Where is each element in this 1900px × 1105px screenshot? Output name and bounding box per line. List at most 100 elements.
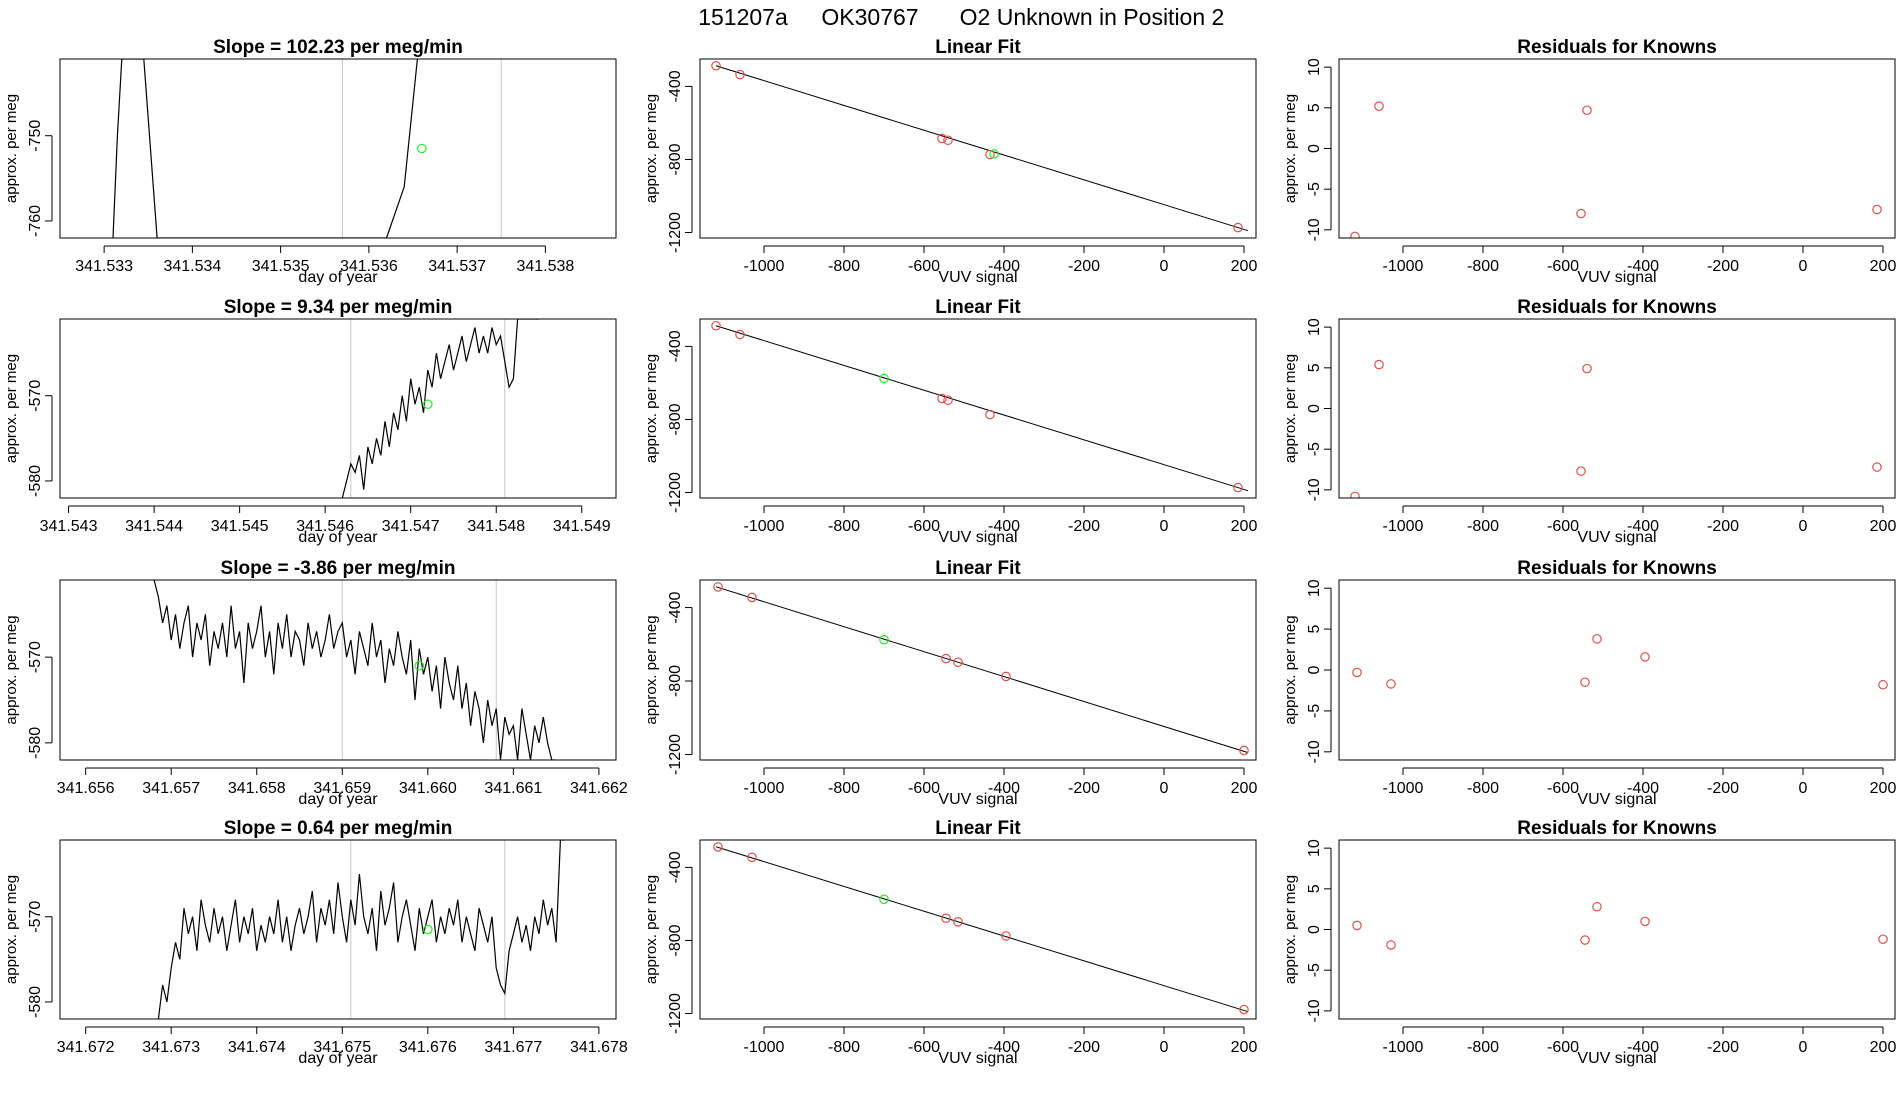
x-tick-label: 341.677 bbox=[484, 1039, 542, 1056]
x-axis-label: day of year bbox=[298, 791, 378, 808]
known-point bbox=[1374, 101, 1384, 111]
known-point bbox=[1374, 359, 1384, 370]
x-tick-label: 341.533 bbox=[75, 258, 133, 275]
residuals-panel-3: Residuals for Knowns-1000 -800 -600 -400 -20… bbox=[1282, 818, 1896, 1067]
x-tick-label: -200 bbox=[1068, 518, 1100, 535]
x-tick-label: -1000 bbox=[1383, 518, 1424, 535]
known-point bbox=[941, 913, 951, 923]
x-tick-label: 341.546 bbox=[296, 518, 354, 535]
x-tick-label: 341.656 bbox=[57, 780, 115, 797]
y-axis: -1200 -800 -400 approx. per meg bbox=[643, 851, 693, 1034]
y-tick-label: -1200 bbox=[667, 993, 684, 1034]
series-line bbox=[341, 319, 539, 498]
x-tick-label: 341.549 bbox=[553, 518, 611, 535]
y-tick-label: -5 bbox=[1306, 182, 1323, 196]
known-point bbox=[985, 149, 995, 160]
x-tick-label: 341.674 bbox=[228, 1039, 286, 1056]
known-point bbox=[943, 135, 953, 146]
x-tick-label: 0 bbox=[1799, 1039, 1808, 1056]
plot-area bbox=[157, 840, 565, 1019]
plot-frame bbox=[59, 318, 617, 499]
figure-title-date: 151207a bbox=[698, 4, 788, 30]
known-point bbox=[1582, 105, 1592, 116]
y-tick-label: -10 bbox=[1306, 218, 1323, 241]
known-point bbox=[1576, 466, 1586, 476]
y-tick-label: -1200 bbox=[667, 472, 684, 513]
x-tick-label: -400 bbox=[988, 780, 1020, 797]
x-tick-label: -400 bbox=[1627, 258, 1659, 275]
panel-title: Linear Fit bbox=[935, 297, 1021, 318]
known-point bbox=[937, 393, 947, 404]
x-tick-label: -600 bbox=[1547, 1039, 1579, 1056]
plot-area bbox=[112, 59, 502, 238]
x-axis: -1000 -800 -600 -400 -200 0 200 VUV signal bbox=[1383, 505, 1897, 546]
known-point bbox=[1580, 677, 1590, 688]
known-point bbox=[747, 852, 757, 863]
y-axis: -10 -5 0 5 10 approx. per meg bbox=[1282, 839, 1332, 1022]
unknown-point bbox=[989, 149, 999, 159]
x-tick-label: -400 bbox=[988, 258, 1020, 275]
y-tick-label: -10 bbox=[1306, 999, 1323, 1022]
known-point bbox=[1001, 931, 1011, 941]
known-point bbox=[1580, 935, 1590, 945]
y-axis: -10 -5 0 5 10 approx. per meg bbox=[1282, 579, 1332, 763]
y-tick-label: 0 bbox=[1306, 404, 1323, 413]
known-point bbox=[941, 653, 951, 664]
x-tick-label: -1000 bbox=[744, 258, 785, 275]
residuals-panel-0: Residuals for Knowns-1000 -800 -600 -400 -20… bbox=[1282, 37, 1896, 286]
y-axis: -10 -5 0 5 10 approx. per meg bbox=[1282, 318, 1332, 501]
x-tick-label: 0 bbox=[1799, 780, 1808, 797]
known-point bbox=[713, 582, 723, 592]
x-axis-label: VUV signal bbox=[938, 529, 1017, 546]
plot-frame bbox=[1338, 839, 1896, 1020]
known-point bbox=[1592, 901, 1602, 912]
x-tick-label: -200 bbox=[1068, 780, 1100, 797]
x-tick-label: 341.545 bbox=[211, 518, 269, 535]
x-axis-label: VUV signal bbox=[1577, 791, 1656, 808]
y-tick-label: 10 bbox=[1306, 839, 1323, 857]
x-tick-label: -200 bbox=[1707, 518, 1739, 535]
y-tick-label: -580 bbox=[27, 986, 44, 1018]
y-tick-label: -1200 bbox=[667, 212, 684, 253]
panel-title: Slope = 9.34 per meg/min bbox=[224, 297, 453, 318]
known-point bbox=[1352, 667, 1362, 678]
x-tick-label: -800 bbox=[828, 258, 860, 275]
known-point bbox=[1001, 671, 1011, 682]
x-tick-label: -400 bbox=[988, 1039, 1020, 1056]
x-tick-label: 0 bbox=[1799, 518, 1808, 535]
x-tick-label: -1000 bbox=[1383, 258, 1424, 275]
linear-fit-panel-2: Linear Fit -1000 -800 -600 -400 -200 0 200 VUV s… bbox=[643, 558, 1257, 808]
y-tick-label: -5 bbox=[1306, 442, 1323, 456]
y-tick-label: -800 bbox=[667, 143, 684, 175]
y-axis-label: approx. per meg bbox=[643, 875, 660, 984]
fit-line bbox=[715, 586, 1249, 754]
x-tick-label: -1000 bbox=[1383, 1039, 1424, 1056]
known-point bbox=[985, 409, 995, 420]
y-tick-label: -580 bbox=[27, 727, 44, 759]
y-tick-label: -760 bbox=[27, 205, 44, 237]
x-tick-label: -1000 bbox=[744, 518, 785, 535]
known-point bbox=[1640, 652, 1650, 662]
x-tick-label: 200 bbox=[1231, 258, 1258, 275]
residuals-panel-2: Residuals for Knowns-1000 -800 -600 -400 -20… bbox=[1282, 558, 1896, 808]
known-point bbox=[943, 395, 953, 406]
x-tick-label: 200 bbox=[1870, 518, 1897, 535]
x-tick-label: 341.659 bbox=[313, 780, 371, 797]
known-point bbox=[735, 329, 745, 340]
plot-frame bbox=[1338, 58, 1896, 239]
x-tick-label: -600 bbox=[908, 258, 940, 275]
plot-frame bbox=[699, 839, 1257, 1020]
figure-title-description: O2 Unknown in Position 2 bbox=[960, 4, 1225, 30]
y-axis: -580 -570 approx. per meg bbox=[3, 354, 53, 497]
known-point bbox=[1350, 231, 1360, 238]
series-line bbox=[153, 580, 557, 760]
plot-area bbox=[341, 319, 539, 498]
known-point bbox=[711, 320, 721, 331]
y-tick-label: -10 bbox=[1306, 740, 1323, 763]
x-tick-label: -600 bbox=[908, 518, 940, 535]
x-axis-label: day of year bbox=[298, 1050, 378, 1067]
x-tick-label: 341.544 bbox=[125, 518, 183, 535]
x-tick-label: 0 bbox=[1160, 518, 1169, 535]
plot-area bbox=[1352, 901, 1888, 950]
y-axis-label: approx. per meg bbox=[3, 354, 20, 463]
